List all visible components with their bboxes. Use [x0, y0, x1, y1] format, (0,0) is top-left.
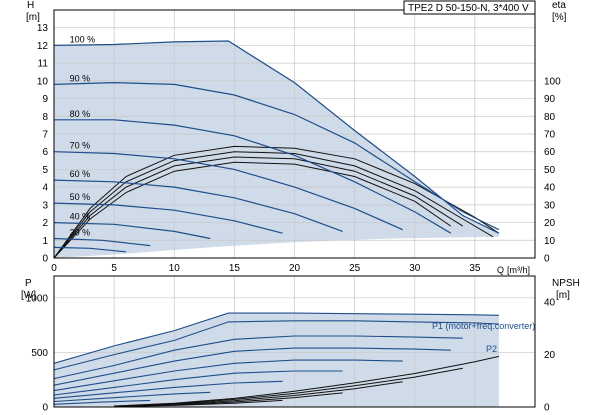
top-x-tick-label: 10: [169, 263, 181, 274]
speed-label: 100 %: [70, 34, 96, 44]
top-y-axis-unit: [m]: [26, 12, 40, 23]
top-y2-tick-label: 50: [544, 165, 556, 176]
top-y-axis-label: H: [27, 0, 34, 11]
speed-curve: [53, 179, 343, 232]
top-efficiency-curves: [53, 145, 500, 259]
top-tick-labels: 0 5 10 15 20 25 30 3501234567891011121301020304…: [37, 23, 561, 274]
power-curve: [53, 391, 211, 403]
top-x-tick-label: 20: [289, 263, 301, 274]
top-y2-tick-label: 40: [544, 183, 556, 194]
top-y-tick-label: 2: [42, 218, 48, 229]
speed-curve: [54, 119, 452, 234]
bottom-y-tick-label: 0: [42, 403, 48, 414]
top-y-tick-label: 4: [42, 183, 48, 194]
top-x-tick-label: 35: [469, 263, 481, 274]
top-x-tick-label: 30: [409, 263, 421, 274]
title-box: [403, 0, 536, 15]
npsh-curve: [114, 355, 500, 407]
speed-curve: [53, 246, 127, 253]
top-y-tick-label: 3: [42, 200, 48, 211]
bottom-grid: [54, 276, 535, 407]
speed-curve: [53, 202, 283, 234]
bottom-npsh-curves: [114, 355, 500, 408]
npsh-curve: [114, 399, 283, 408]
top-x-tick-label: 25: [349, 263, 361, 274]
power-curve: [53, 380, 283, 399]
p1-series-label: P1 (motor+freq.converter): [432, 321, 535, 331]
top-y-tick-label: 0: [42, 254, 48, 265]
top-x-tick-label: 5: [111, 263, 117, 274]
power-curve: [53, 320, 499, 371]
top-y2-tick-label: 100: [544, 76, 561, 87]
top-y2-tick-label: 0: [544, 254, 550, 265]
top-speed-labels: 100 % 90 % 80 % 70 % 60 % 50 % 40 % 30 %: [70, 34, 96, 237]
efficiency-curve: [53, 151, 494, 259]
bottom-y2-axis-label: NPSH: [552, 278, 580, 289]
power-curve: [53, 370, 343, 396]
top-speed-curves: [53, 40, 500, 253]
top-y2-tick-label: 80: [544, 112, 556, 123]
speed-curve: [53, 81, 500, 231]
power-curve: [53, 335, 463, 380]
speed-label: 60 %: [70, 169, 91, 179]
top-y-tick-label: 9: [42, 94, 48, 105]
speed-curve: [53, 237, 151, 247]
top-y-tick-label: 11: [38, 59, 49, 70]
bottom-y2-tick-label: 40: [544, 298, 556, 309]
top-y-tick-label: 8: [42, 112, 48, 123]
top-y-tick-label: 7: [42, 130, 48, 141]
p2-series-label: P2: [486, 344, 497, 354]
top-y-tick-label: 12: [37, 41, 49, 52]
power-curve: [53, 347, 451, 386]
speed-label: 30 %: [70, 228, 91, 238]
top-y2-tick-label: 30: [544, 200, 556, 211]
speed-label: 40 %: [70, 212, 91, 222]
top-x-tick-label: 15: [229, 263, 241, 274]
bottom-y2-tick-label: 20: [544, 350, 556, 361]
top-y2-tick-label: 70: [544, 130, 556, 141]
top-y-tick-label: 10: [37, 76, 49, 87]
bottom-tick-labels: 0 500 1000 0 20 40: [26, 293, 556, 413]
bottom-y-tick-label: 1000: [26, 293, 49, 304]
top-y-tick-label: 1: [42, 236, 48, 247]
top-y2-axis-label: eta: [552, 0, 566, 11]
bottom-power-curves: [53, 312, 499, 405]
top-plot-frame: [53, 9, 536, 259]
top-grid: [54, 10, 535, 258]
bottom-y2-tick-label: 0: [544, 403, 550, 414]
power-curve: [53, 359, 403, 392]
bottom-y-tick-label: 500: [31, 348, 48, 359]
speed-label: 50 %: [70, 192, 91, 202]
bottom-y-axis-label: P: [25, 278, 32, 289]
top-x-axis-label: Q: [497, 265, 504, 275]
bottom-plot-frame: [53, 275, 536, 408]
top-x-tick-label: 0: [51, 263, 57, 274]
top-y2-axis-unit: [%]: [552, 12, 567, 23]
top-y-tick-label: 13: [37, 23, 49, 34]
speed-label: 70 %: [70, 141, 91, 151]
efficiency-curve: [53, 161, 452, 259]
top-y2-tick-label: 90: [544, 94, 556, 105]
top-y2-tick-label: 20: [544, 218, 556, 229]
speed-label: 90 %: [70, 73, 91, 83]
speed-label: 80 %: [70, 109, 91, 119]
bottom-y-axis-unit: [W]: [21, 290, 36, 301]
chart-title: TPE2 D 50-150-N, 3*400 V: [408, 3, 529, 14]
speed-curve: [53, 222, 211, 240]
power-curve: [53, 312, 499, 364]
bottom-y2-axis-unit: [m]: [556, 290, 570, 301]
top-y2-tick-label: 60: [544, 147, 556, 158]
speed-curve: [53, 151, 403, 231]
top-y-tick-label: 5: [42, 165, 48, 176]
efficiency-curve: [53, 156, 464, 259]
top-y-tick-label: 6: [42, 147, 48, 158]
top-y2-tick-label: 10: [544, 236, 556, 247]
top-x-axis-unit: [m³/h]: [507, 265, 530, 275]
power-curve: [53, 399, 151, 405]
